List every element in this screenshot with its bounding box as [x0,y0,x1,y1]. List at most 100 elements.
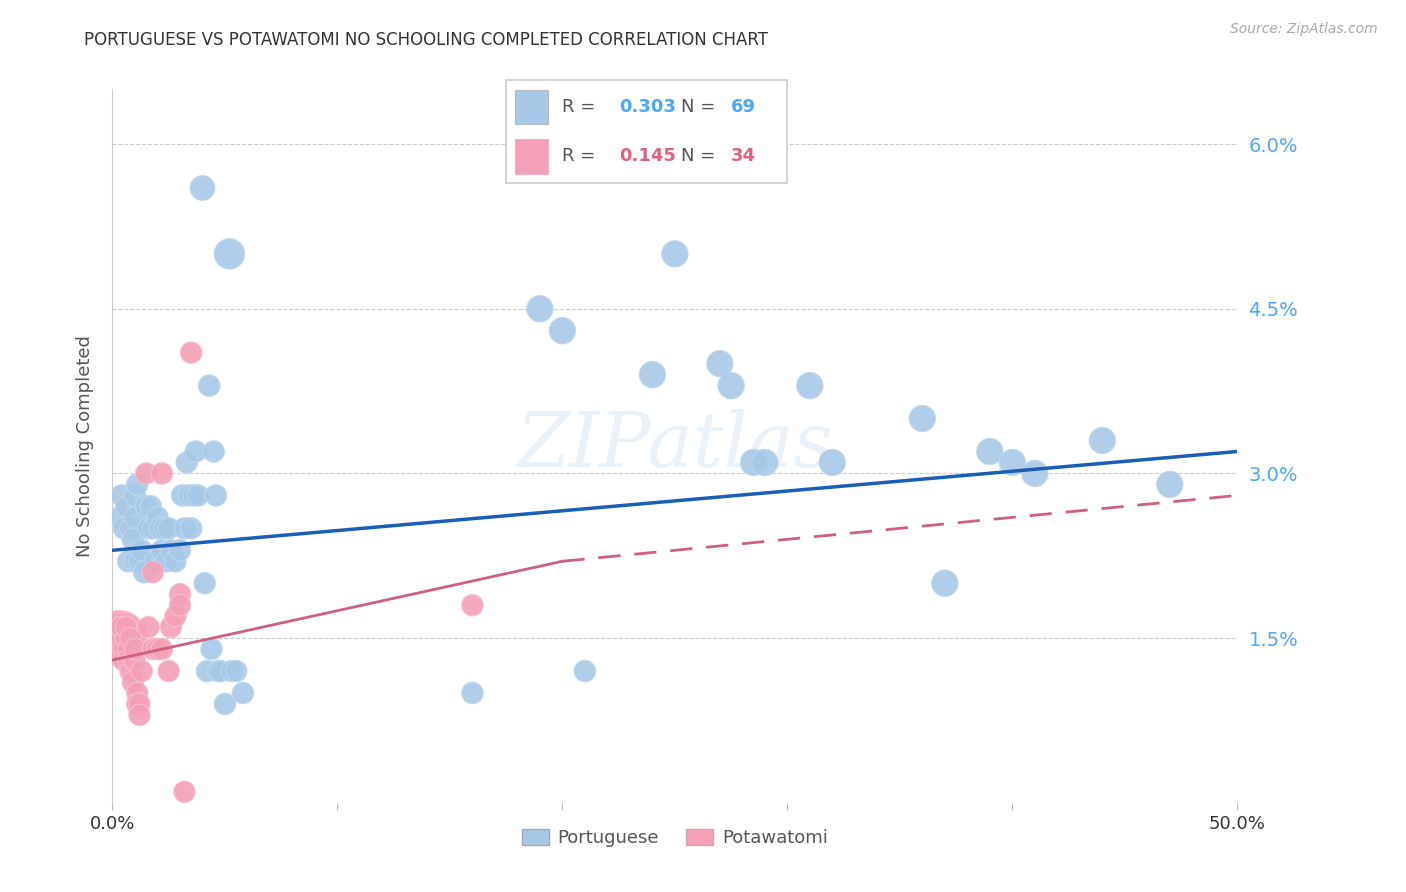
Point [121,675,143,690]
Point [200,642,222,657]
Point [135,467,157,481]
Point [209,664,232,678]
Point [150,543,173,558]
Point [131,664,153,678]
Point [115,631,138,645]
Point [177,488,200,502]
Point [934,576,956,591]
Text: N =: N = [681,147,720,165]
Point [1091,434,1114,448]
Point [135,500,157,514]
Point [225,664,247,678]
Point [120,631,142,645]
Point [551,324,574,338]
Point [641,368,664,382]
Text: 69: 69 [731,98,756,116]
Point [1001,455,1024,469]
Point [120,521,142,535]
Point [149,521,172,535]
Point [172,488,194,502]
Point [709,357,731,371]
Point [207,664,229,678]
Point [138,521,160,535]
Point [1024,467,1046,481]
Point [121,533,143,547]
Point [742,455,765,469]
Point [198,378,221,392]
Point [128,708,150,723]
Point [191,181,214,195]
Point [124,488,146,502]
Point [143,554,166,568]
Point [799,378,821,392]
Point [1159,477,1181,491]
Point [664,247,686,261]
Point [979,444,1001,458]
Point [157,521,180,535]
Text: N =: N = [681,98,720,116]
Bar [515,89,548,124]
Point [160,620,183,634]
Text: ZIPatlas: ZIPatlas [516,409,834,483]
Point [142,566,165,580]
Text: R =: R = [562,147,602,165]
Point [529,301,551,316]
Point [124,510,146,524]
Point [169,543,191,558]
Point [117,642,139,657]
Point [574,664,596,678]
Point [911,411,934,425]
Point [218,247,240,261]
Point [187,488,209,502]
Point [232,686,254,700]
Point [184,444,207,458]
Point [173,785,195,799]
Point [720,378,742,392]
Point [160,543,183,558]
Point [821,455,844,469]
Point [150,642,173,657]
Point [142,521,165,535]
Point [155,554,177,568]
Point [183,488,205,502]
Point [128,554,150,568]
Point [214,697,236,711]
Point [202,444,225,458]
Point [180,521,202,535]
Point [194,576,217,591]
Point [754,455,776,469]
Point [169,587,191,601]
Point [128,697,150,711]
Point [461,598,484,612]
Point [131,543,153,558]
Point [461,686,484,700]
Point [139,500,162,514]
Point [117,653,139,667]
Point [112,521,135,535]
Point [112,642,135,657]
Point [153,521,176,535]
Legend: Portuguese, Potawatomi: Portuguese, Potawatomi [515,822,835,855]
Point [195,664,218,678]
Point [132,566,155,580]
Point [127,686,149,700]
Point [115,620,138,634]
Point [127,477,149,491]
Point [173,521,195,535]
Point [142,642,165,657]
Point [127,697,149,711]
Y-axis label: No Schooling Completed: No Schooling Completed [76,335,94,557]
Point [180,345,202,359]
Point [124,554,146,568]
Point [138,620,160,634]
Text: PORTUGUESE VS POTAWATOMI NO SCHOOLING COMPLETED CORRELATION CHART: PORTUGUESE VS POTAWATOMI NO SCHOOLING CO… [84,31,768,49]
Point [150,467,173,481]
Text: 0.303: 0.303 [619,98,675,116]
Point [124,642,146,657]
Point [124,653,146,667]
Point [110,488,132,502]
Point [112,653,135,667]
Point [176,455,198,469]
Point [221,664,243,678]
Bar [515,139,548,174]
